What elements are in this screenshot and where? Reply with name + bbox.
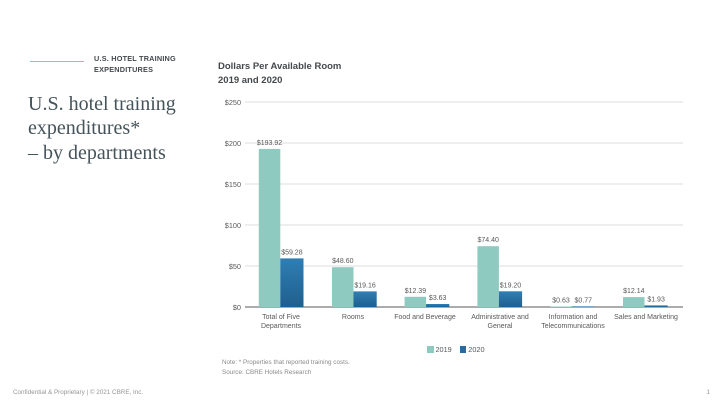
svg-text:$200: $200 [225,139,241,148]
svg-text:General: General [488,323,513,330]
svg-text:$59.28: $59.28 [281,249,303,256]
svg-text:Telecommunications: Telecommunications [541,323,605,330]
svg-text:$1.93: $1.93 [647,296,665,303]
svg-text:Total of Five: Total of Five [262,314,300,321]
svg-text:$19.20: $19.20 [500,282,522,289]
svg-text:Administrative and: Administrative and [471,314,529,321]
svg-text:$48.60: $48.60 [332,258,354,265]
svg-text:$100: $100 [225,221,241,230]
svg-text:$193.92: $193.92 [257,140,282,147]
svg-text:$74.40: $74.40 [477,237,499,244]
svg-text:$150: $150 [225,180,241,189]
svg-text:$19.16: $19.16 [354,282,376,289]
svg-text:$0.77: $0.77 [575,297,593,304]
svg-text:$0: $0 [233,303,241,312]
svg-text:Departments: Departments [261,323,302,330]
svg-text:Food and Beverage: Food and Beverage [394,314,456,321]
svg-text:Sales and Marketing: Sales and Marketing [614,314,678,321]
svg-text:$0.63: $0.63 [552,298,570,305]
svg-text:$12.14: $12.14 [623,288,645,295]
svg-text:$50: $50 [229,262,241,271]
svg-text:$12.39: $12.39 [405,288,427,295]
svg-text:Information and: Information and [549,314,598,321]
svg-text:Rooms: Rooms [342,314,365,321]
svg-text:$250: $250 [225,98,241,107]
svg-text:$3.63: $3.63 [429,295,447,302]
